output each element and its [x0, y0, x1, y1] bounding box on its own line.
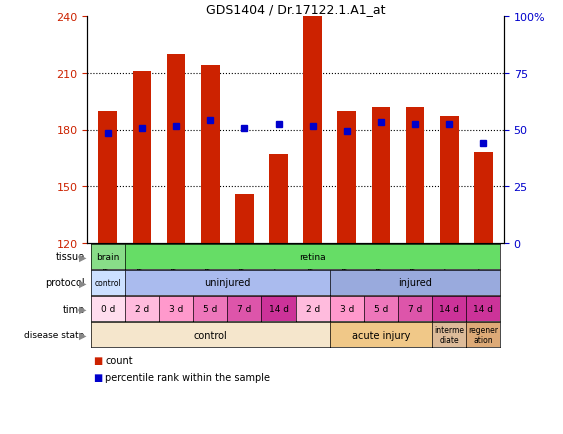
Text: acute injury: acute injury — [352, 330, 410, 340]
Text: ■: ■ — [93, 373, 102, 382]
Bar — [474, 153, 493, 243]
Text: ▶: ▶ — [79, 278, 87, 288]
Text: count: count — [105, 355, 133, 365]
Text: 0 d: 0 d — [101, 304, 115, 313]
Text: time: time — [62, 304, 84, 314]
Bar — [372, 108, 390, 243]
Text: 7 d: 7 d — [237, 304, 252, 313]
Text: percentile rank within the sample: percentile rank within the sample — [105, 373, 270, 382]
Text: disease state: disease state — [24, 330, 84, 339]
Bar — [269, 155, 288, 243]
Text: control: control — [95, 278, 121, 287]
Title: GDS1404 / Dr.17122.1.A1_at: GDS1404 / Dr.17122.1.A1_at — [206, 3, 385, 16]
Text: tissue: tissue — [55, 252, 84, 262]
Bar — [99, 112, 117, 243]
Text: 2 d: 2 d — [306, 304, 320, 313]
Text: ▶: ▶ — [79, 304, 87, 314]
Bar — [440, 117, 459, 243]
Text: 14 d: 14 d — [439, 304, 459, 313]
Text: brain: brain — [96, 252, 119, 261]
Text: 3 d: 3 d — [339, 304, 354, 313]
Text: 14 d: 14 d — [269, 304, 288, 313]
Text: ▶: ▶ — [79, 330, 87, 340]
Bar — [406, 108, 425, 243]
Text: retina: retina — [300, 252, 326, 261]
Bar — [235, 194, 254, 243]
Text: injured: injured — [398, 278, 432, 288]
Text: 2 d: 2 d — [135, 304, 149, 313]
Text: regener
ation: regener ation — [468, 326, 498, 344]
Bar — [132, 72, 151, 243]
Text: 5 d: 5 d — [374, 304, 388, 313]
Text: protocol: protocol — [45, 278, 84, 288]
Text: ▶: ▶ — [79, 252, 87, 262]
Text: interme
diate: interme diate — [434, 326, 464, 344]
Text: 7 d: 7 d — [408, 304, 422, 313]
Text: 14 d: 14 d — [473, 304, 493, 313]
Text: 5 d: 5 d — [203, 304, 217, 313]
Text: control: control — [193, 330, 227, 340]
Text: 3 d: 3 d — [169, 304, 183, 313]
Text: ■: ■ — [93, 355, 102, 365]
Bar — [167, 55, 185, 243]
Bar — [303, 17, 322, 243]
Bar — [337, 112, 356, 243]
Text: uninjured: uninjured — [204, 278, 251, 288]
Bar — [201, 66, 220, 243]
